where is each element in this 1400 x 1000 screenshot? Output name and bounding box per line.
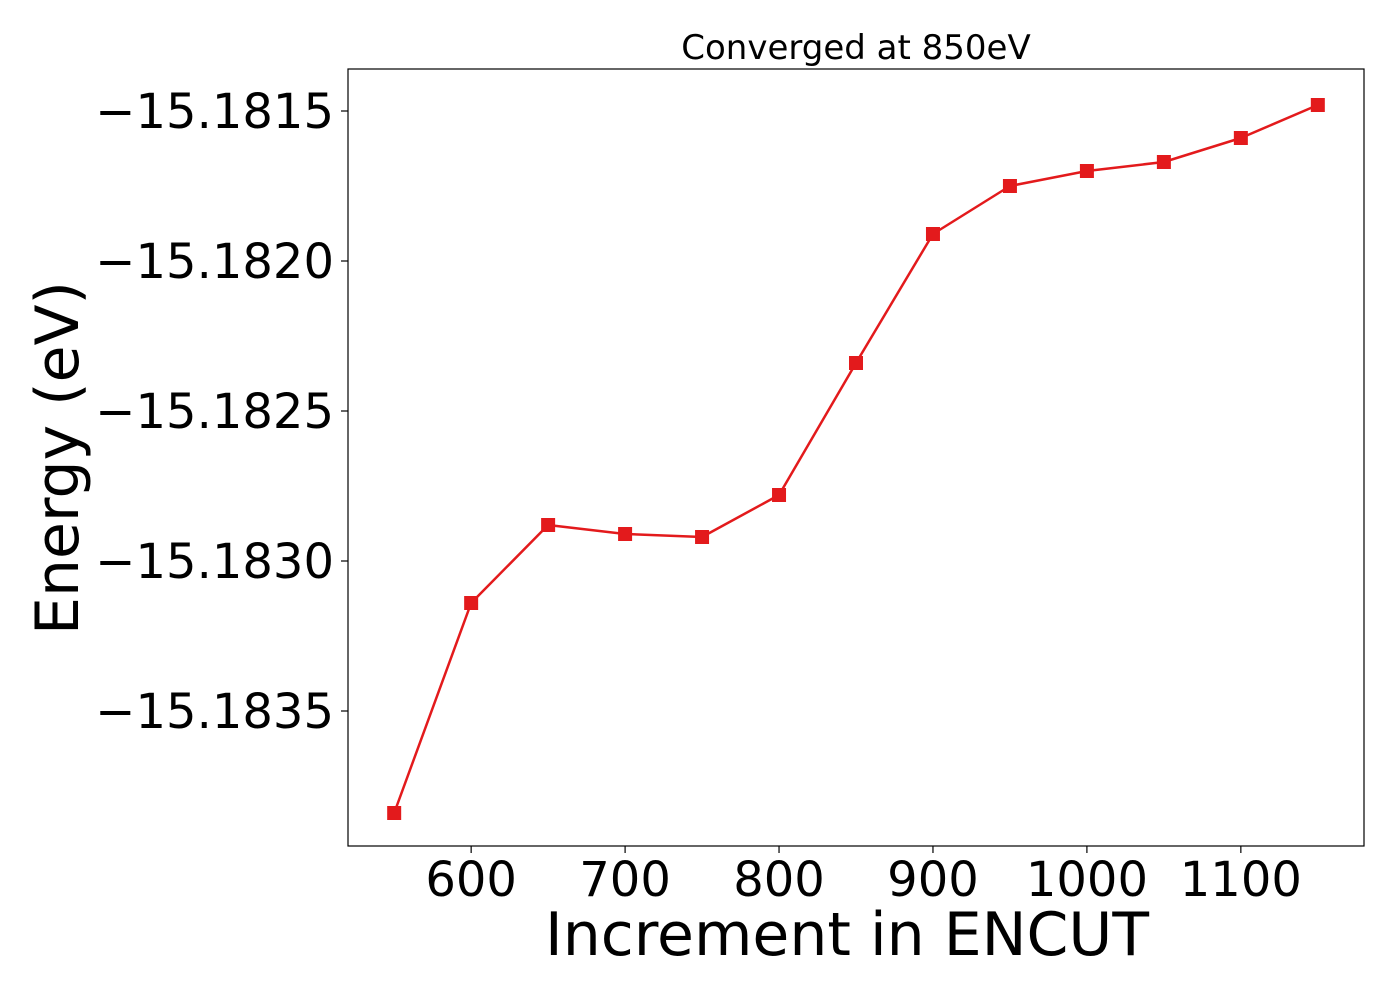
data-point-marker xyxy=(1310,98,1325,112)
x-tick-label: 700 xyxy=(579,852,671,908)
x-tick-label: 600 xyxy=(425,852,517,908)
chart-title: Converged at 850eV xyxy=(681,28,1030,68)
series-line xyxy=(393,103,1319,814)
y-axis-label: Energy (eV) xyxy=(23,281,93,635)
y-tick-label: −15.1830 xyxy=(95,534,334,590)
data-point-marker xyxy=(464,596,479,610)
x-tick-label: 1100 xyxy=(1180,852,1302,908)
x-tick-label: 1000 xyxy=(1026,852,1148,908)
y-tick-label: −15.1835 xyxy=(95,684,334,740)
y-axis: −15.1815 −15.1820 −15.1825 −15.1830 −15.1835 xyxy=(95,84,348,740)
data-point-marker xyxy=(849,356,863,370)
y-tick-label: −15.1815 xyxy=(95,84,334,140)
data-point-marker xyxy=(618,527,633,541)
data-point-marker xyxy=(772,488,787,502)
data-point-marker xyxy=(1002,179,1017,193)
data-point-marker xyxy=(1156,155,1171,169)
y-tick-label: −15.1820 xyxy=(95,234,334,290)
plot-frame xyxy=(347,68,1365,847)
x-axis-label: Increment in ENCUT xyxy=(545,900,1149,970)
data-point-marker xyxy=(695,530,710,544)
x-axis: 600 700 800 900 1000 1100 xyxy=(425,846,1302,908)
x-tick-label: 900 xyxy=(887,852,979,908)
x-tick-label: 800 xyxy=(733,852,825,908)
y-tick-label: −15.1825 xyxy=(95,384,334,440)
data-point-marker xyxy=(925,227,940,241)
data-point-marker xyxy=(1233,131,1248,145)
data-point-marker xyxy=(541,518,556,532)
plot-area xyxy=(347,68,1365,847)
data-point-marker xyxy=(387,806,402,820)
data-point-marker xyxy=(1079,164,1094,178)
